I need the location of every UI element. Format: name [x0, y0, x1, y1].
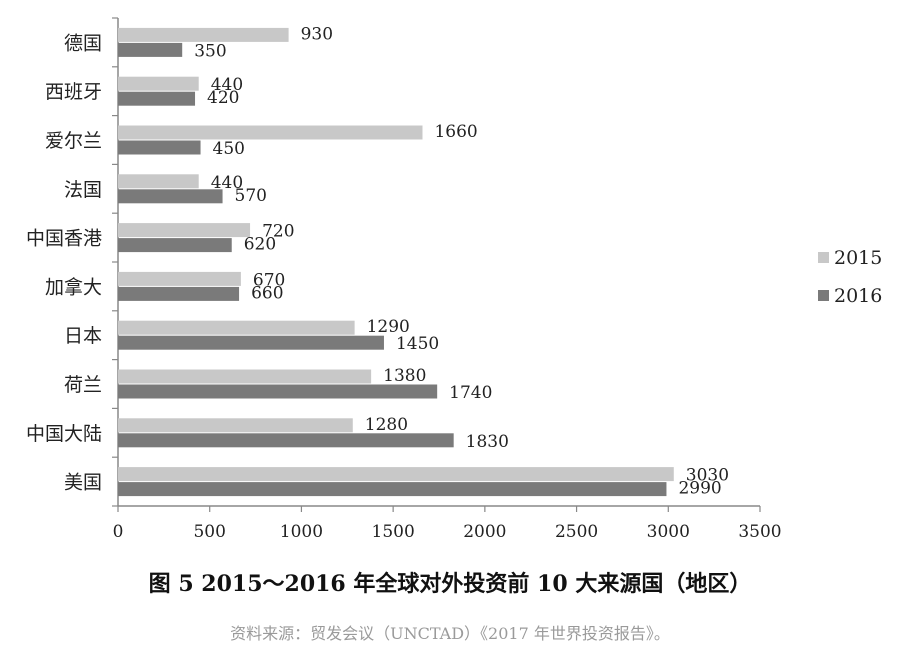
data-label: 1660	[434, 122, 477, 142]
bar-2016	[118, 238, 232, 253]
data-label: 570	[235, 186, 267, 206]
data-label: 1830	[466, 432, 509, 452]
chart-legend: 2015 2016	[818, 247, 882, 307]
bar-2016	[118, 433, 454, 448]
x-tick-label: 2000	[463, 522, 506, 542]
data-label: 440	[211, 75, 243, 95]
data-label: 1290	[367, 317, 410, 337]
bar-2016	[118, 42, 183, 57]
bar-2016	[118, 286, 240, 301]
x-tick-label: 500	[193, 522, 225, 542]
x-tick-label: 1000	[280, 522, 323, 542]
data-label: 720	[262, 222, 294, 242]
bar-2016	[118, 482, 667, 497]
bar-2015	[118, 418, 353, 433]
category-label: 爱尔兰	[45, 130, 102, 152]
category-label: 西班牙	[45, 81, 102, 103]
source-note: 资料来源：贸发会议（UNCTAD）《2017 年世界投资报告》。	[230, 624, 670, 643]
bar-2016	[118, 189, 223, 204]
data-label: 1380	[383, 366, 426, 386]
bar-2016	[118, 384, 438, 399]
legend-label: 2016	[834, 285, 882, 307]
bar-2015	[118, 76, 199, 91]
x-tick-label: 0	[113, 522, 124, 542]
data-label: 620	[244, 235, 276, 255]
data-label: 350	[194, 41, 226, 61]
legend-swatch-2015	[818, 252, 829, 263]
bar-2015	[118, 369, 372, 384]
legend-label: 2015	[834, 247, 882, 269]
bar-2016	[118, 91, 196, 106]
category-label: 加拿大	[45, 275, 102, 298]
data-label: 420	[207, 88, 239, 108]
bar-2016	[118, 140, 201, 155]
legend-swatch-2016	[818, 290, 829, 301]
bar-2015	[118, 174, 199, 189]
bar-2015	[118, 467, 674, 482]
category-label: 中国香港	[26, 228, 102, 250]
category-label: 法国	[64, 179, 102, 201]
bar-chart-svg: 0 500 1000 1500 2000 2500 3000 3500 德国 930 350 西班牙…	[26, 17, 882, 542]
x-tick-label: 3000	[647, 522, 690, 542]
chart-axes: 0 500 1000 1500 2000 2500 3000 3500	[112, 17, 782, 542]
bar-2015	[118, 271, 241, 286]
bar-2015	[118, 27, 289, 42]
data-label: 1280	[365, 415, 408, 435]
data-label: 1740	[449, 383, 492, 403]
data-label: 930	[301, 24, 333, 44]
bar-chart: 0 500 1000 1500 2000 2500 3000 3500 德国 930 350 西班牙…	[26, 17, 882, 542]
category-label: 中国大陆	[26, 423, 102, 445]
bar-2015	[118, 223, 251, 238]
category-label: 德国	[64, 32, 102, 54]
data-label: 440	[211, 173, 243, 193]
data-label: 1450	[396, 334, 439, 354]
data-label: 660	[251, 283, 283, 303]
data-label: 670	[253, 270, 285, 290]
bar-2015	[118, 125, 423, 140]
x-tick-label: 2500	[555, 522, 598, 542]
bar-2016	[118, 335, 384, 350]
category-label: 日本	[64, 325, 102, 347]
data-label: 450	[213, 139, 245, 159]
data-label: 3030	[686, 466, 729, 486]
category-label: 荷兰	[64, 374, 102, 396]
bar-2015	[118, 320, 355, 335]
data-label: 2990	[678, 479, 721, 499]
chart-bars	[118, 27, 674, 497]
x-tick-label: 1500	[372, 522, 415, 542]
figure-caption: 图 5 2015～2016 年全球对外投资前 10 大来源国（地区）	[148, 571, 752, 597]
category-label: 美国	[64, 472, 102, 494]
x-tick-label: 3500	[738, 522, 781, 542]
